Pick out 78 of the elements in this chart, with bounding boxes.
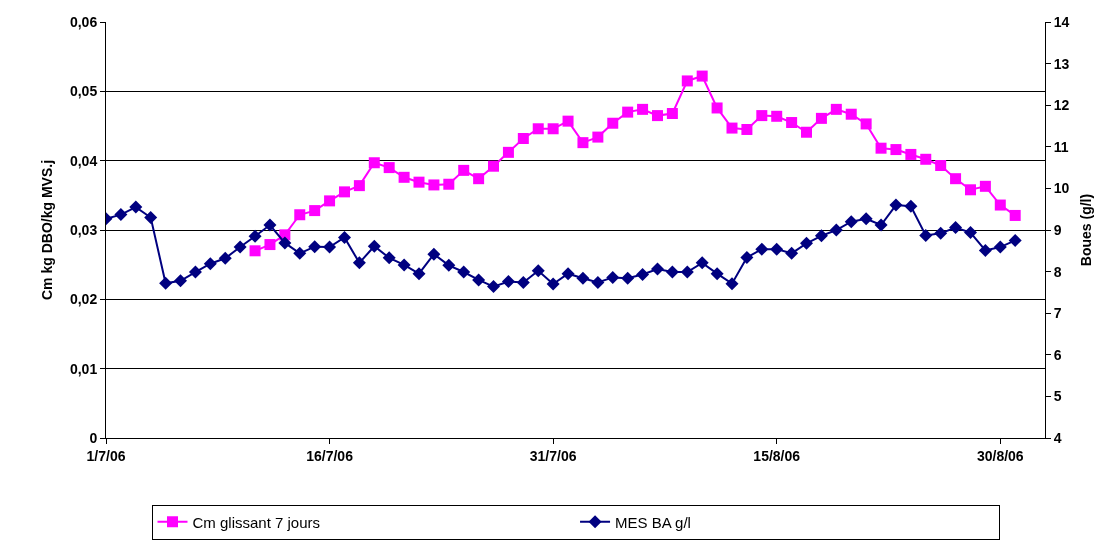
point <box>413 176 425 188</box>
point <box>890 144 902 156</box>
point <box>383 162 395 174</box>
x-tick-label: 30/8/06 <box>976 447 1024 464</box>
point <box>607 117 619 129</box>
point <box>696 70 708 82</box>
y-tick-label: 0,06 <box>69 13 98 30</box>
y-tick-label: 0,03 <box>69 221 98 238</box>
y2-tick-label: 13 <box>1053 55 1070 72</box>
point <box>443 178 455 190</box>
point <box>577 137 589 149</box>
point <box>592 131 604 143</box>
point <box>711 102 723 114</box>
point <box>637 103 649 115</box>
y-axis-title: Cm kg DBO/kg MVS.j <box>38 159 55 301</box>
point <box>458 164 470 176</box>
point <box>979 180 991 192</box>
point <box>741 123 753 135</box>
point <box>473 173 485 185</box>
legend-label: MES BA g/l <box>615 513 691 531</box>
legend-label: Cm glissant 7 jours <box>192 513 321 531</box>
point <box>935 160 947 172</box>
point <box>294 209 306 221</box>
y-tick-label: 0,02 <box>69 291 98 308</box>
point <box>353 180 365 192</box>
point <box>622 106 634 118</box>
y2-tick-label: 11 <box>1053 138 1069 155</box>
y2-tick-label: 7 <box>1053 305 1062 322</box>
x-tick-label: 15/8/06 <box>753 447 801 464</box>
point <box>264 239 276 251</box>
point <box>324 195 336 207</box>
point <box>994 199 1006 211</box>
y2-tick-label: 14 <box>1053 13 1070 30</box>
point <box>666 108 678 120</box>
point <box>681 75 693 87</box>
point <box>756 110 768 122</box>
point <box>964 184 976 196</box>
point <box>488 160 500 172</box>
point <box>726 122 738 134</box>
point <box>398 171 410 183</box>
point <box>502 146 514 158</box>
point <box>920 153 932 165</box>
point <box>517 132 529 144</box>
y2-tick-label: 6 <box>1053 346 1062 363</box>
y2-tick-label: 10 <box>1053 180 1070 197</box>
point <box>428 179 440 191</box>
point <box>950 173 962 185</box>
x-tick-label: 1/7/06 <box>86 447 126 464</box>
point <box>651 110 663 122</box>
point <box>309 205 321 217</box>
point <box>905 148 917 160</box>
point <box>771 110 783 122</box>
point <box>1009 209 1021 221</box>
y-tick-label: 0,05 <box>69 83 98 100</box>
y-tick-label: 0,01 <box>69 360 98 377</box>
point <box>338 186 350 198</box>
point <box>562 115 574 127</box>
point <box>801 126 813 138</box>
point <box>547 123 559 135</box>
y2-tick-label: 5 <box>1053 388 1062 405</box>
y2-tick-label: 8 <box>1053 263 1062 280</box>
point <box>875 142 887 154</box>
point <box>249 245 261 257</box>
point <box>860 118 872 130</box>
point <box>830 103 842 115</box>
y-tick-label: 0,04 <box>69 152 98 169</box>
y2-tick-label: 12 <box>1053 97 1070 114</box>
y2-tick-label: 4 <box>1053 429 1062 446</box>
point <box>815 112 827 124</box>
y2-tick-label: 9 <box>1053 221 1062 238</box>
y-tick-label: 0 <box>89 429 98 446</box>
point <box>532 123 544 135</box>
x-tick-label: 16/7/06 <box>306 447 354 464</box>
point <box>845 108 857 120</box>
x-tick-label: 31/7/06 <box>529 447 577 464</box>
point <box>786 117 798 129</box>
y2-axis-title: Boues (g/l) <box>1077 193 1094 267</box>
point <box>368 157 380 169</box>
